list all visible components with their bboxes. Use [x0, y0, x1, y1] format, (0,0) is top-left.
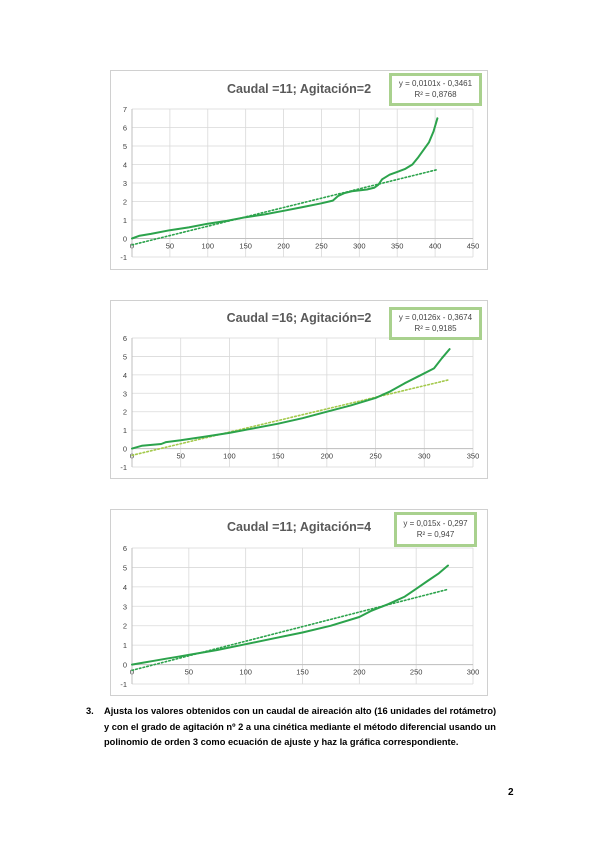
- y-tick-label: -1: [120, 253, 127, 262]
- y-tick-label: 2: [123, 408, 127, 417]
- y-tick-label: 2: [123, 198, 127, 207]
- data-series-line: [131, 564, 449, 666]
- chart-title: Caudal =11; Agitación=2: [227, 82, 371, 96]
- data-series-line: [131, 348, 451, 450]
- x-tick-label: 150: [239, 242, 252, 251]
- y-tick-label: 1: [123, 426, 127, 435]
- y-tick-label: -1: [120, 463, 127, 472]
- chart-2-r2: R² = 0,9185: [414, 324, 457, 333]
- y-tick-label: 3: [123, 602, 127, 611]
- chart-3-equation: y = 0,015x - 0,297: [403, 519, 468, 528]
- y-tick-label: 6: [123, 334, 127, 343]
- x-tick-label: 350: [391, 242, 404, 251]
- chart-title: Caudal =16; Agitación=2: [227, 311, 372, 325]
- y-tick-label: 4: [123, 583, 127, 592]
- data-series-line: [131, 117, 439, 240]
- question-line: Ajusta los valores obtenidos con un caud…: [104, 706, 497, 716]
- x-tick-label: 250: [410, 668, 423, 677]
- y-tick-label: 4: [123, 371, 127, 380]
- x-tick-label: 50: [166, 242, 174, 251]
- y-tick-label: 4: [123, 161, 127, 170]
- chart-3-r2: R² = 0,947: [416, 530, 455, 539]
- y-tick-label: 0: [123, 235, 127, 244]
- y-tick-label: 5: [123, 142, 127, 151]
- x-tick-label: 150: [296, 668, 309, 677]
- page-number: 2: [508, 787, 514, 798]
- y-tick-label: 5: [123, 563, 127, 572]
- x-tick-label: 200: [277, 242, 290, 251]
- x-tick-label: 100: [202, 242, 215, 251]
- x-tick-label: 200: [353, 668, 366, 677]
- y-tick-label: 3: [123, 389, 127, 398]
- y-tick-label: 5: [123, 352, 127, 361]
- x-tick-label: 100: [223, 452, 236, 461]
- x-tick-label: 250: [369, 452, 382, 461]
- chart-1-equation: y = 0,0101x - 0,3461: [398, 79, 473, 88]
- chart-3-equation-box: y = 0,015x - 0,297 R² = 0,947: [394, 512, 477, 547]
- x-tick-label: 300: [418, 452, 431, 461]
- x-tick-label: 150: [272, 452, 285, 461]
- x-tick-label: 50: [177, 452, 185, 461]
- question-number: 3.: [86, 706, 94, 716]
- x-tick-label: 400: [429, 242, 442, 251]
- y-tick-label: 6: [123, 124, 127, 133]
- x-tick-label: 100: [239, 668, 252, 677]
- chart-2-equation: y = 0,0126x - 0,3674: [398, 313, 473, 322]
- x-tick-label: 50: [185, 668, 193, 677]
- chart-3: Caudal =11; Agitación=4-1012345605010015…: [120, 520, 480, 689]
- y-tick-label: 0: [123, 661, 127, 670]
- chart-1-r2: R² = 0,8768: [414, 90, 457, 99]
- chart-2: Caudal =16; Agitación=2-1012345605010015…: [120, 311, 480, 472]
- y-tick-label: 3: [123, 179, 127, 188]
- question-line: polinomio de orden 3 como ecuación de aj…: [104, 737, 459, 747]
- y-tick-label: 0: [123, 445, 127, 454]
- trendline: [131, 378, 451, 457]
- x-tick-label: 300: [353, 242, 366, 251]
- x-tick-label: 350: [467, 452, 480, 461]
- y-tick-label: 1: [123, 641, 127, 650]
- y-tick-label: 2: [123, 622, 127, 631]
- y-tick-label: -1: [120, 680, 127, 689]
- trendline: [131, 588, 449, 672]
- chart-title: Caudal =11; Agitación=4: [227, 520, 371, 534]
- y-tick-label: 1: [123, 216, 127, 225]
- x-tick-label: 450: [467, 242, 480, 251]
- chart-1-equation-box: y = 0,0101x - 0,3461 R² = 0,8768: [389, 73, 482, 106]
- chart-2-equation-box: y = 0,0126x - 0,3674 R² = 0,9185: [389, 307, 482, 340]
- x-tick-label: 200: [321, 452, 334, 461]
- y-tick-label: 6: [123, 544, 127, 553]
- trendline: [131, 168, 439, 246]
- x-tick-label: 250: [315, 242, 328, 251]
- question-line: y con el grado de agitación nº 2 a una c…: [104, 721, 496, 732]
- question-text: Ajusta los valores obtenidos con un caud…: [104, 704, 529, 751]
- chart-1: Caudal =11; Agitación=2-1012345670501001…: [120, 82, 480, 262]
- x-tick-label: 300: [467, 668, 480, 677]
- y-tick-label: 7: [123, 105, 127, 114]
